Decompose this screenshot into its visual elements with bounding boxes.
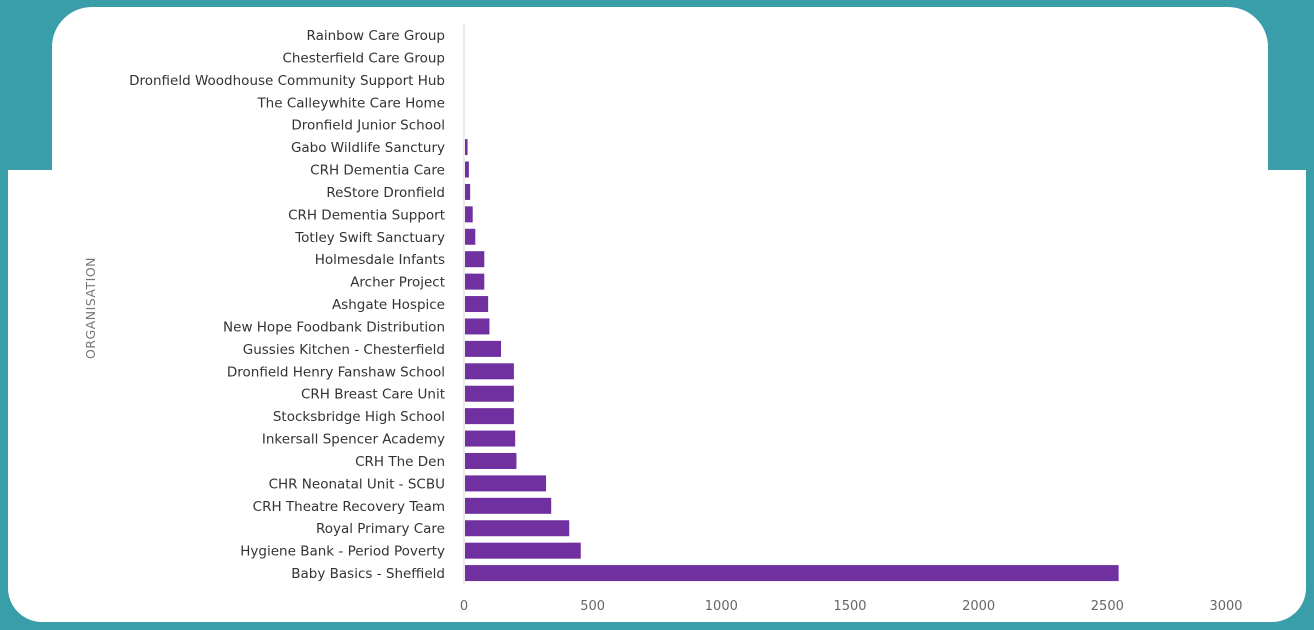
category-label: Archer Project [350,275,445,291]
x-tick-label: 1000 [705,599,738,614]
category-label: Holmesdale Infants [315,252,445,268]
category-label: Stocksbridge High School [273,409,445,425]
bar [465,251,485,268]
x-tick-label: 2500 [1091,599,1124,614]
category-label: Rainbow Care Group [307,28,445,44]
bar [465,452,517,469]
category-label: CRH Theatre Recovery Team [253,499,445,515]
bar [465,475,547,492]
category-label: ReStore Dronfield [326,185,445,201]
bar [465,408,514,425]
bar [465,183,471,200]
x-tick-label: 3000 [1209,599,1242,614]
x-tick-label: 1500 [833,599,866,614]
category-label: CRH Dementia Care [310,163,445,179]
bar [465,520,570,537]
category-label: Dronfield Junior School [291,118,445,134]
bar [465,430,516,447]
bar [465,340,502,357]
bar [465,296,489,313]
category-label: CRH The Den [355,454,445,470]
bar [465,273,485,290]
x-tick-label: 500 [580,599,605,614]
bar [465,385,514,402]
category-label: CRH Breast Care Unit [301,387,445,403]
category-label: Gussies Kitchen - Chesterfield [243,342,445,358]
category-label: Hygiene Bank - Period Poverty [240,544,445,560]
bar [465,161,469,178]
chart-card [52,7,1268,613]
category-label: Inkersall Spencer Academy [262,432,445,448]
bar [465,206,473,223]
category-label: The Calleywhite Care Home [256,95,445,111]
bar [465,139,468,156]
bar [465,363,514,380]
category-label: Dronfield Henry Fanshaw School [227,364,445,380]
category-label: Gabo Wildlife Sanctury [291,140,445,156]
category-label: CRH Dementia Support [288,207,445,223]
category-label: Baby Basics - Sheffield [291,566,445,582]
category-label: Dronfield Woodhouse Community Support Hu… [129,73,445,89]
category-label: Ashgate Hospice [332,297,445,313]
category-label: Totley Swift Sanctuary [294,230,445,246]
bar [465,542,581,559]
category-label: Chesterfield Care Group [282,50,445,66]
bar [465,565,1119,582]
bar [465,497,552,514]
category-label: New Hope Foodbank Distribution [223,319,445,335]
x-tick-label: 2000 [962,599,995,614]
category-label: CHR Neonatal Unit - SCBU [269,476,445,492]
x-tick-label: 0 [460,599,468,614]
bar [465,318,490,335]
y-axis-title: ORGANISATION [83,257,98,359]
bar [465,228,476,245]
category-label: Royal Primary Care [316,521,445,537]
